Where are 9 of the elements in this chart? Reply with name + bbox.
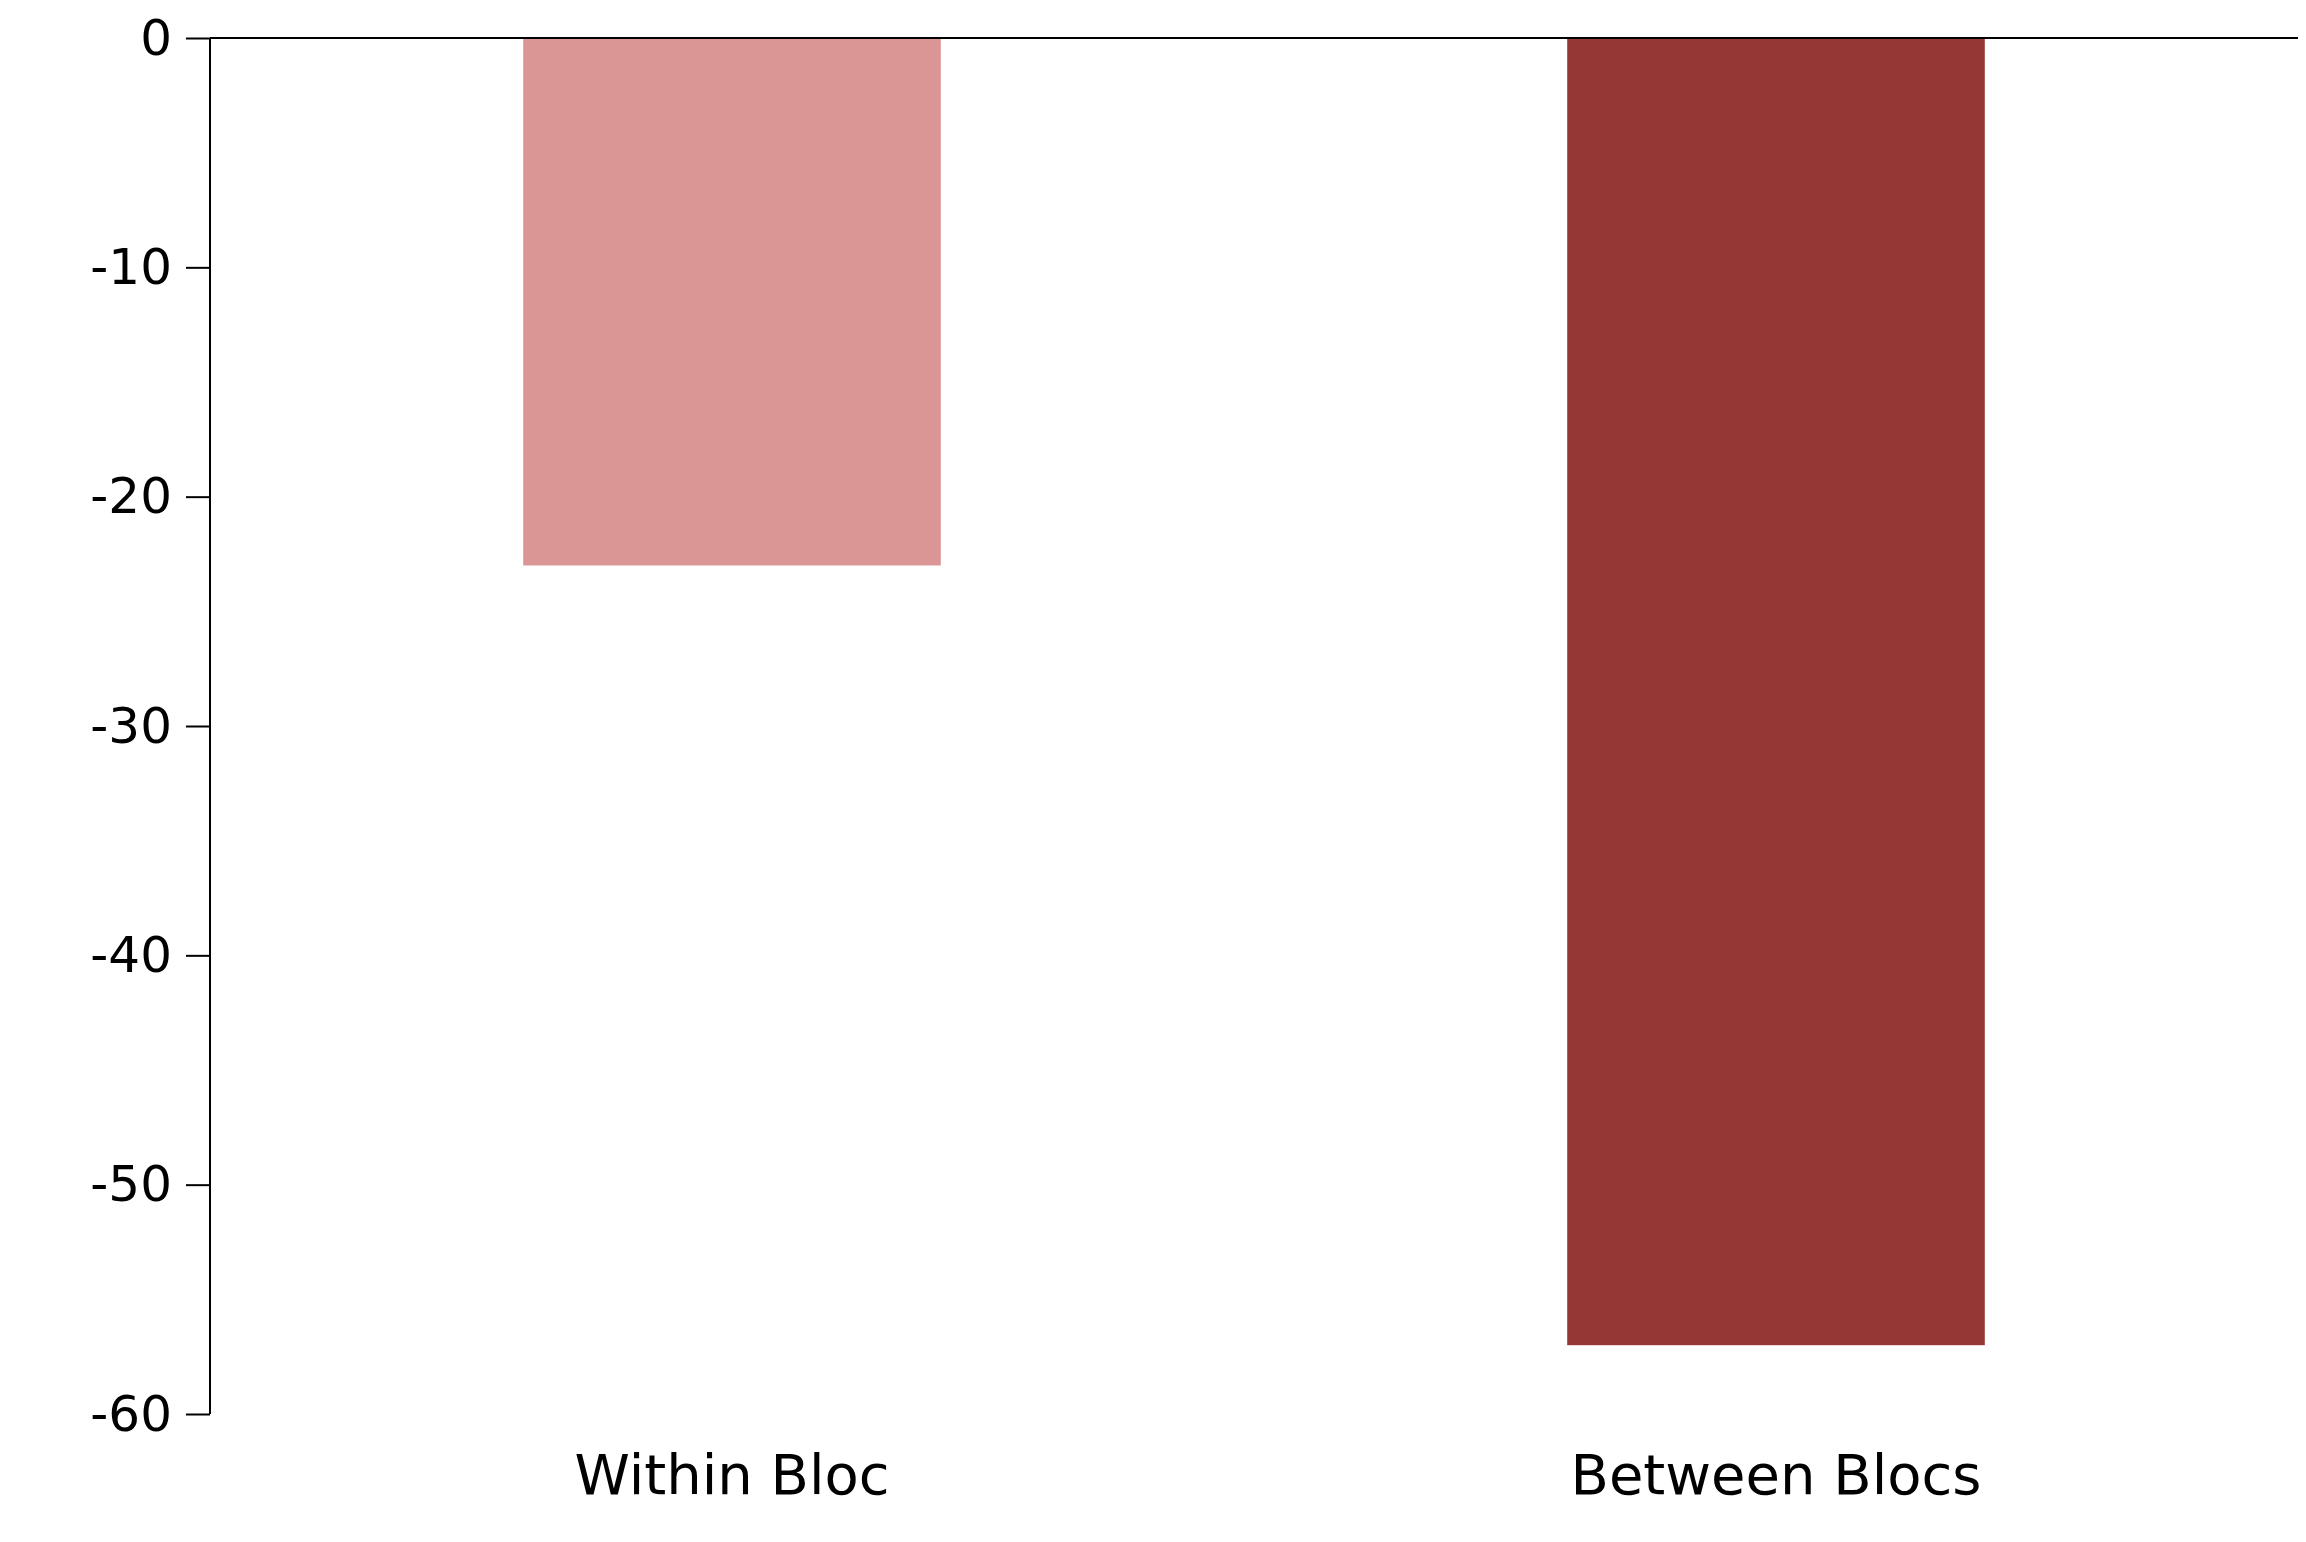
x-tick-label: Within Bloc (574, 1442, 890, 1507)
y-tick-label: -10 (90, 237, 172, 296)
y-tick-label: -20 (90, 467, 172, 526)
y-tick-label: -30 (90, 696, 172, 755)
y-tick-label: -50 (90, 1155, 172, 1214)
y-tick-label: -60 (90, 1384, 172, 1443)
x-tick-label: Between Blocs (1570, 1442, 1982, 1507)
y-tick-label: 0 (140, 8, 172, 67)
y-tick-label: -40 (90, 925, 172, 984)
